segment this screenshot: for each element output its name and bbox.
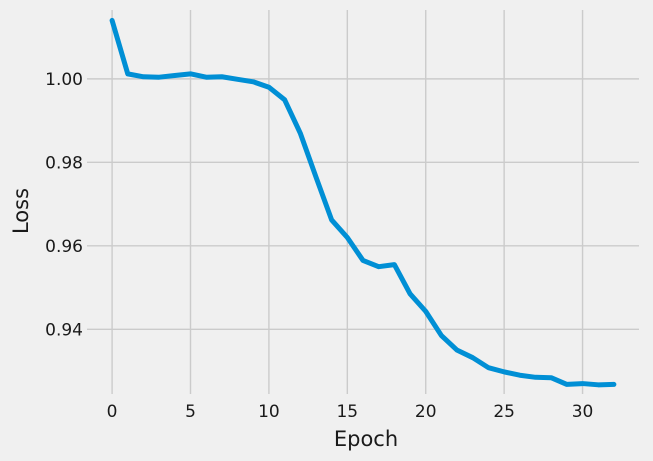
x-gridlines bbox=[111, 10, 584, 394]
series-layer bbox=[109, 17, 617, 388]
x-tick-labels: 0 5 10 15 20 25 30 bbox=[107, 402, 594, 422]
x-tick-label: 20 bbox=[415, 402, 437, 422]
x-tick-label: 0 bbox=[107, 402, 118, 422]
x-axis-label: Epoch bbox=[334, 427, 398, 451]
y-axis-label: Loss bbox=[9, 188, 33, 234]
y-tick-label: 0.98 bbox=[45, 153, 83, 173]
x-tick-label: 15 bbox=[336, 402, 358, 422]
y-tick-label: 0.96 bbox=[45, 237, 83, 257]
x-tick-label: 10 bbox=[258, 402, 280, 422]
x-tick-label: 30 bbox=[572, 402, 594, 422]
x-tick-label: 25 bbox=[493, 402, 515, 422]
y-tick-label: 0.94 bbox=[45, 320, 83, 340]
y-gridlines bbox=[87, 78, 639, 331]
y-tick-labels: 0.94 0.96 0.98 1.00 bbox=[45, 70, 83, 340]
y-tick-label: 1.00 bbox=[45, 70, 83, 90]
loss-series-line bbox=[109, 17, 617, 388]
x-tick-label: 5 bbox=[185, 402, 196, 422]
